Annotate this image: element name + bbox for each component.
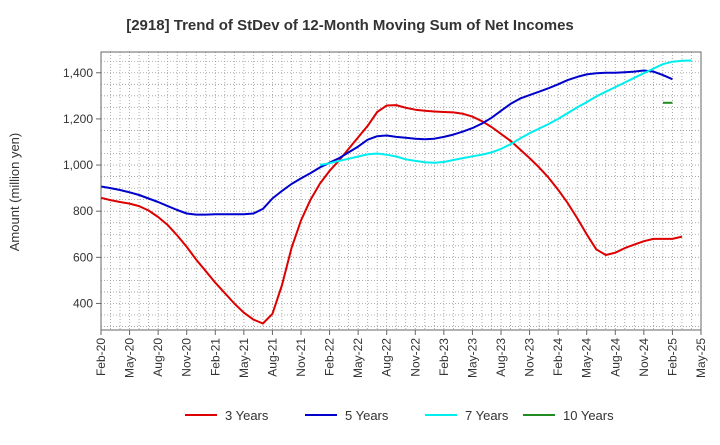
legend-label-3-years: 3 Years bbox=[225, 408, 269, 423]
chart-title: [2918] Trend of StDev of 12-Month Moving… bbox=[126, 17, 574, 34]
legend-label-5-years: 5 Years bbox=[345, 408, 389, 423]
y-tick-label: 600 bbox=[73, 250, 93, 264]
y-tick-label: 800 bbox=[73, 204, 93, 218]
x-tick-label: Feb-25 bbox=[665, 338, 679, 376]
x-tick-label: Aug-21 bbox=[265, 338, 279, 377]
x-tick-label: May-22 bbox=[351, 338, 365, 378]
y-axis-label: Amount (million yen) bbox=[7, 133, 22, 252]
x-tick-label: May-25 bbox=[694, 338, 708, 378]
x-tick-label: May-24 bbox=[580, 338, 594, 378]
y-tick-label: 400 bbox=[73, 296, 93, 310]
x-tick-label: Feb-22 bbox=[323, 338, 337, 376]
grid-lines bbox=[100, 52, 702, 330]
x-tick-label: Feb-21 bbox=[208, 338, 222, 376]
x-tick-label: Nov-22 bbox=[408, 338, 422, 377]
y-tick-label: 1,000 bbox=[63, 158, 93, 172]
legend-label-10-years: 10 Years bbox=[563, 408, 614, 423]
plot-area-frame bbox=[100, 51, 702, 331]
x-tick-label: Feb-24 bbox=[551, 338, 565, 376]
x-tick-label: Aug-20 bbox=[151, 338, 165, 377]
x-tick-label: May-23 bbox=[465, 338, 479, 378]
x-tick-label: Nov-21 bbox=[294, 338, 308, 377]
series-line-3-years bbox=[100, 104, 683, 325]
x-tick-label: Aug-23 bbox=[494, 338, 508, 377]
legend: 3 Years 5 Years 7 Years 10 Years bbox=[185, 408, 614, 423]
x-tick-label: Aug-24 bbox=[608, 338, 622, 377]
x-tick-label: Feb-20 bbox=[94, 338, 108, 376]
x-tick-label: Nov-20 bbox=[180, 338, 194, 377]
x-tick-label: Nov-24 bbox=[637, 338, 651, 377]
legend-label-7-years: 7 Years bbox=[465, 408, 509, 423]
y-axis-ticks: 400 600 800 1,000 1,200 1,400 bbox=[63, 66, 101, 310]
y-tick-label: 1,200 bbox=[63, 112, 93, 126]
x-tick-label: Aug-22 bbox=[380, 338, 394, 377]
x-tick-label: Nov-23 bbox=[523, 338, 537, 377]
x-tick-label: May-21 bbox=[237, 338, 251, 378]
series-line-7-years bbox=[319, 59, 692, 166]
x-tick-label: Feb-23 bbox=[437, 338, 451, 376]
x-axis-ticks: Feb-20 May-20 Aug-20 Nov-20 Feb-21 May-21 Aug-… bbox=[94, 330, 708, 378]
series-line-5-years bbox=[100, 69, 673, 216]
y-tick-label: 1,400 bbox=[63, 66, 93, 80]
x-tick-label: May-20 bbox=[123, 338, 137, 378]
series-lines bbox=[100, 59, 692, 325]
